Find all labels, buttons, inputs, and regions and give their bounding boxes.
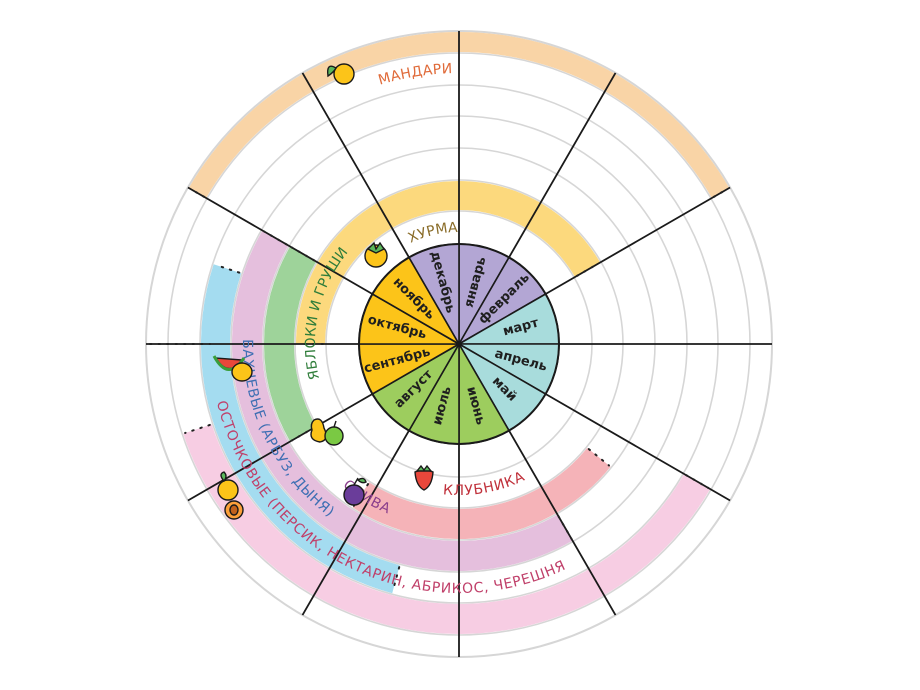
month-wheel: январьфевральмартапрельмайиюньиюльавгуст…	[358, 243, 560, 445]
month-wheel-border	[358, 243, 560, 445]
persimmon-icon	[364, 241, 388, 268]
strawberry-icon	[414, 464, 434, 491]
plum-icon	[343, 477, 367, 506]
fruit-band-kostochkovye	[183, 424, 711, 634]
band-edge-dots	[712, 188, 729, 198]
fruit-label-klubnika: КЛУБНИКА	[442, 469, 527, 499]
fruit-band-klubnika	[352, 447, 611, 539]
month-spoke	[545, 393, 731, 502]
fruit-icons	[212, 63, 434, 520]
month-spoke	[301, 72, 410, 258]
fruit-band-hurma	[296, 180, 601, 344]
fruit-band-bahchevye	[200, 264, 400, 594]
month-spoke	[508, 72, 617, 258]
month-spoke	[187, 393, 373, 502]
apple-pear-icon	[310, 418, 344, 446]
dotted-guides	[149, 188, 729, 593]
band-edge-dots	[189, 188, 206, 198]
month-spoke	[301, 430, 410, 616]
mandarin-icon	[326, 63, 355, 85]
watermelon-icon	[212, 355, 253, 382]
fruit-label-hurma: ХУРМА	[406, 220, 459, 247]
fruit-band-sliva	[232, 230, 573, 571]
fruit-band-mandarin	[188, 32, 730, 198]
peach-apricot-icon	[217, 471, 244, 520]
